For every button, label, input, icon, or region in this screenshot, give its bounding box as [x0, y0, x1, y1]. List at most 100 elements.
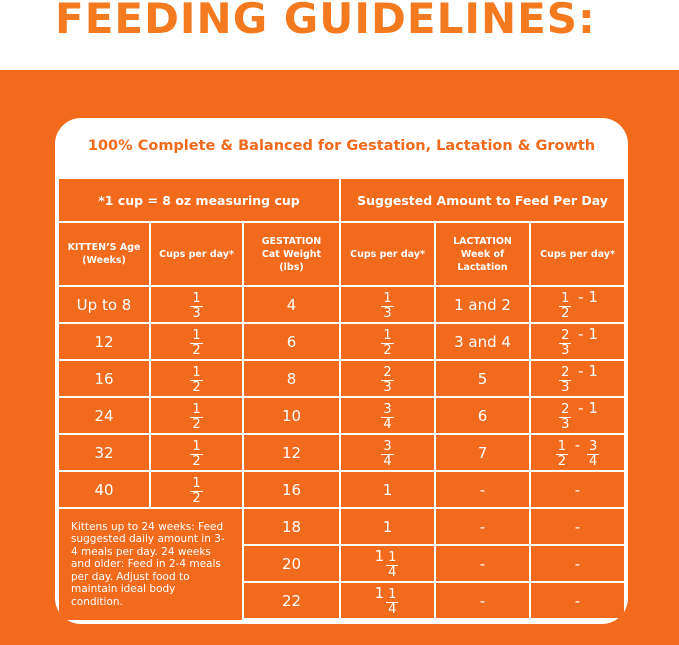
- note-cell: Kittens up to 24 weeks: Feed suggested d…: [58, 508, 243, 621]
- cell-content: 22: [282, 592, 301, 610]
- column-header: Cups per day*: [340, 222, 435, 286]
- denominator: 2: [192, 380, 201, 395]
- cell-content: -: [575, 481, 580, 499]
- cell-text: 12: [281, 443, 302, 462]
- cell-text: 20: [281, 554, 302, 573]
- denominator: 2: [192, 417, 201, 432]
- denominator: 3: [561, 417, 570, 432]
- table-cell: 12: [58, 323, 150, 360]
- top-header: Suggested Amount to Feed Per Day: [340, 178, 625, 222]
- numerator: 2: [559, 328, 572, 344]
- numerator: 1: [190, 476, 203, 492]
- numerator: 3: [381, 439, 394, 455]
- cell-content: 3 and 4: [454, 333, 511, 351]
- cell-text: 1: [382, 480, 393, 499]
- numerator: 1: [555, 439, 569, 455]
- cell-content: 16: [94, 370, 113, 388]
- denominator: 4: [388, 565, 397, 580]
- table-cell: -: [530, 471, 625, 508]
- cell-content: 24: [94, 407, 113, 425]
- cell-text: 7: [477, 443, 488, 462]
- cell-text: 5: [477, 369, 488, 388]
- table-cell: 1: [340, 508, 435, 545]
- cell-content: 12: [282, 444, 301, 462]
- cell-text: -: [479, 554, 486, 573]
- cell-text: 12: [94, 332, 114, 351]
- cell-text: 6: [286, 332, 297, 351]
- cell-content: 18: [282, 518, 301, 536]
- header-text: Cups per day*: [350, 248, 425, 260]
- numerator: 2: [559, 402, 572, 418]
- cell-text: 24: [94, 406, 114, 425]
- cell-text: 3 and 4: [454, 332, 511, 351]
- cell-text: - 1: [573, 325, 598, 343]
- header-text: KITTEN’S Age (Weeks): [67, 242, 141, 266]
- table-cell: Up to 8: [58, 286, 150, 323]
- cell-text: 6: [477, 406, 488, 425]
- numerator: 3: [381, 402, 394, 418]
- note-text: Kittens up to 24 weeks: Feed suggested d…: [71, 520, 225, 608]
- cell-text: -: [479, 517, 486, 536]
- numerator: 1: [190, 291, 203, 307]
- numerator: 2: [381, 365, 394, 381]
- denominator: 4: [588, 454, 598, 469]
- denominator: 3: [561, 380, 570, 395]
- cell-content: -: [575, 555, 580, 573]
- cell-content: 12: [94, 333, 113, 351]
- table-cell: 12: [243, 434, 340, 471]
- cell-content: 10: [282, 407, 301, 425]
- cell-text: -: [574, 554, 581, 573]
- header-text: Cups per day*: [159, 248, 234, 260]
- cell-content: 1: [383, 481, 393, 499]
- numerator: 1: [386, 587, 399, 603]
- numerator: 1: [190, 439, 203, 455]
- cell-text: 1: [374, 584, 385, 602]
- denominator: 3: [192, 306, 201, 321]
- cell-text: - 1: [573, 399, 598, 417]
- cell-text: -: [479, 591, 486, 610]
- table-cell: 20: [243, 545, 340, 582]
- table-cell: 16: [58, 360, 150, 397]
- cell-text: -: [479, 480, 486, 499]
- denominator: 3: [383, 380, 392, 395]
- cell-content: 7: [478, 444, 488, 462]
- numerator: 3: [586, 439, 600, 455]
- column-header: Cups per day*: [150, 222, 243, 286]
- table-cell: -: [530, 545, 625, 582]
- cell-text: 18: [281, 517, 302, 536]
- cell-content: -: [480, 481, 485, 499]
- column-header: KITTEN’S Age (Weeks): [58, 222, 150, 286]
- denominator: 2: [383, 343, 392, 358]
- numerator: 1: [190, 365, 203, 381]
- table-cell: -: [435, 508, 530, 545]
- cell-content: 1: [383, 518, 393, 536]
- table-cell: 1: [340, 471, 435, 508]
- denominator: 2: [192, 454, 201, 469]
- numerator: 1: [381, 328, 394, 344]
